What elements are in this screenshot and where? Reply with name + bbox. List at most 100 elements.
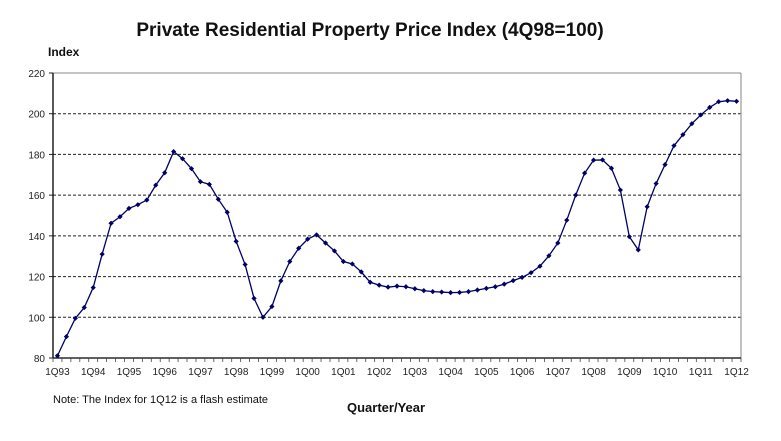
data-point — [162, 170, 168, 176]
data-point — [171, 148, 177, 155]
data-point — [224, 209, 230, 215]
y-tick-label: 220 — [28, 69, 45, 80]
x-tick-label: 1Q05 — [474, 367, 499, 378]
data-point — [662, 162, 668, 168]
data-point — [126, 205, 132, 211]
data-point — [635, 247, 641, 253]
data-point — [608, 165, 615, 171]
x-tick-label: 1Q97 — [188, 367, 213, 378]
x-tick-label: 1Q10 — [653, 367, 678, 378]
data-point — [81, 304, 87, 311]
x-tick-label: 1Q01 — [331, 367, 356, 378]
data-point — [340, 258, 346, 265]
x-tick-label: 1Q06 — [510, 367, 535, 378]
x-tick-label: 1Q99 — [260, 367, 285, 378]
data-point — [644, 204, 650, 210]
data-point — [376, 282, 382, 288]
data-point — [519, 274, 525, 280]
y-tick-label: 80 — [34, 354, 46, 365]
x-tick-label: 1Q09 — [617, 367, 642, 378]
data-point — [287, 258, 293, 265]
data-point — [108, 220, 114, 226]
data-point — [322, 240, 329, 246]
data-point — [546, 253, 552, 259]
data-point — [430, 289, 436, 295]
data-point — [510, 278, 516, 284]
chart-note: Note: The Index for 1Q12 is a flash esti… — [53, 394, 269, 406]
data-point — [179, 156, 186, 162]
data-point — [724, 98, 731, 104]
data-point — [251, 295, 257, 301]
data-point — [448, 290, 454, 296]
data-point — [260, 314, 266, 320]
data-point — [367, 279, 373, 285]
gridlines — [53, 72, 741, 318]
data-point — [707, 104, 713, 111]
y-axis-ticks: 80 100 120 140 160 180 200 220 — [28, 69, 53, 365]
y-tick-label: 160 — [28, 191, 45, 202]
y-tick-label: 100 — [28, 313, 45, 324]
data-point — [582, 170, 588, 176]
x-axis-ticks: 1Q93 1Q94 1Q95 1Q96 1Q97 1Q98 1Q99 1Q00 1Q01 1Q02… — [45, 358, 749, 378]
x-tick-label: 1Q07 — [546, 367, 571, 378]
data-point — [680, 132, 686, 138]
x-tick-label: 1Q95 — [117, 367, 142, 378]
data-point — [197, 179, 204, 185]
data-point — [626, 234, 632, 240]
x-axis-title: Quarter/Year — [347, 400, 426, 415]
data-point — [528, 270, 534, 276]
data-point — [385, 284, 391, 290]
data-point — [474, 287, 481, 293]
x-tick-label: 1Q12 — [724, 367, 749, 378]
data-point — [349, 261, 355, 267]
data-point — [331, 248, 338, 254]
data-point — [617, 187, 623, 193]
data-point — [698, 112, 704, 118]
data-point — [537, 263, 543, 269]
data-point — [313, 232, 320, 238]
data-point — [501, 281, 507, 287]
data-point — [689, 121, 695, 127]
data-point — [135, 202, 141, 208]
data-point — [394, 283, 400, 289]
x-tick-label: 1Q94 — [81, 367, 106, 378]
x-tick-label: 1Q96 — [152, 367, 177, 378]
data-point — [117, 214, 123, 220]
data-point — [233, 238, 239, 244]
data-point — [242, 261, 248, 268]
data-point — [555, 240, 561, 246]
data-point — [671, 143, 677, 149]
y-axis-title: Index — [48, 45, 80, 59]
data-point — [599, 157, 606, 163]
data-point — [278, 278, 284, 284]
data-point — [305, 236, 311, 242]
x-tick-label: 1Q03 — [403, 367, 428, 378]
chart-title: Private Residential Property Price Index… — [136, 20, 604, 41]
data-point — [72, 315, 78, 321]
x-tick-label: 1Q98 — [224, 367, 249, 378]
data-point — [733, 98, 740, 104]
x-tick-label: 1Q93 — [45, 367, 70, 378]
data-point — [99, 251, 105, 257]
data-point — [144, 197, 150, 203]
data-point — [206, 181, 212, 187]
data-point — [188, 166, 195, 172]
data-point — [269, 303, 275, 310]
y-tick-label: 200 — [28, 110, 45, 121]
data-point — [412, 286, 418, 292]
x-tick-label: 1Q08 — [581, 367, 606, 378]
x-tick-label: 1Q00 — [295, 367, 320, 378]
data-point — [439, 289, 445, 295]
data-point — [358, 269, 364, 275]
data-point — [54, 353, 61, 359]
data-point — [456, 289, 463, 296]
data-point — [403, 284, 409, 290]
x-tick-label: 1Q04 — [438, 367, 463, 378]
data-point — [465, 289, 472, 295]
y-tick-label: 180 — [28, 150, 45, 161]
data-point — [564, 217, 570, 223]
y-tick-label: 120 — [28, 273, 45, 284]
x-tick-label: 1Q02 — [367, 367, 392, 378]
data-point — [590, 157, 597, 163]
data-point — [483, 285, 489, 291]
